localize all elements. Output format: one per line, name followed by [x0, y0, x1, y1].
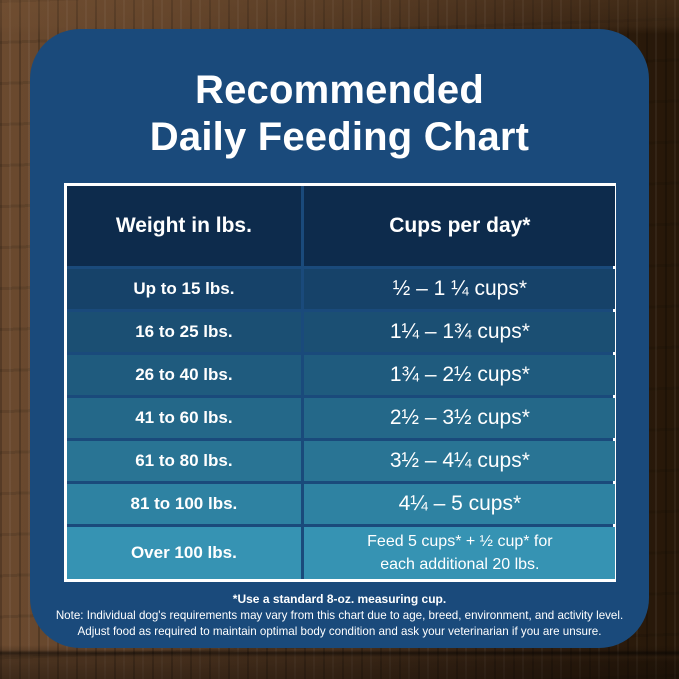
cups-cell: 1¾ – 2½ cups* [304, 355, 616, 396]
feeding-table: Weight in lbs. Cups per day* Up to 15 lb… [63, 183, 616, 583]
footnote-measuring-cup: *Use a standard 8-oz. measuring cup. [232, 592, 447, 607]
cups-cell: 3½ – 4¼ cups* [304, 441, 616, 482]
footnote-adjust: Adjust food as required to maintain opti… [77, 625, 602, 639]
footnote-note: Note: Individual dog's requirements may … [55, 609, 624, 623]
weight-cell: 61 to 80 lbs. [66, 441, 302, 482]
footnotes: *Use a standard 8-oz. measuring cup. Not… [52, 591, 628, 640]
weight-cell: Up to 15 lbs. [66, 269, 302, 310]
chart-title-line2: Daily Feeding Chart [149, 115, 530, 160]
chart-title-line1: Recommended [195, 68, 484, 112]
weight-cell: 81 to 100 lbs. [66, 484, 302, 525]
header-cell-cups: Cups per day* [304, 186, 616, 267]
cups-cell: 4¼ – 5 cups* [304, 484, 616, 525]
cups-cell: ½ – 1 ¼ cups* [304, 269, 616, 310]
chart-title: Recommended Daily Feeding Chart [150, 67, 529, 161]
feeding-chart-panel: Recommended Daily Feeding Chart Weight i… [30, 29, 649, 648]
weight-cell: 16 to 25 lbs. [66, 312, 302, 353]
weight-cell: 41 to 60 lbs. [66, 398, 302, 439]
header-cell-weight: Weight in lbs. [66, 186, 302, 267]
cups-cell: 1¼ – 1¾ cups* [304, 312, 616, 353]
weight-cell: 26 to 40 lbs. [66, 355, 302, 396]
weight-cell: Over 100 lbs. [66, 527, 302, 580]
cups-cell: 2½ – 3½ cups* [304, 398, 616, 439]
cups-cell: Feed 5 cups* + ½ cup* for each additiona… [304, 527, 616, 580]
